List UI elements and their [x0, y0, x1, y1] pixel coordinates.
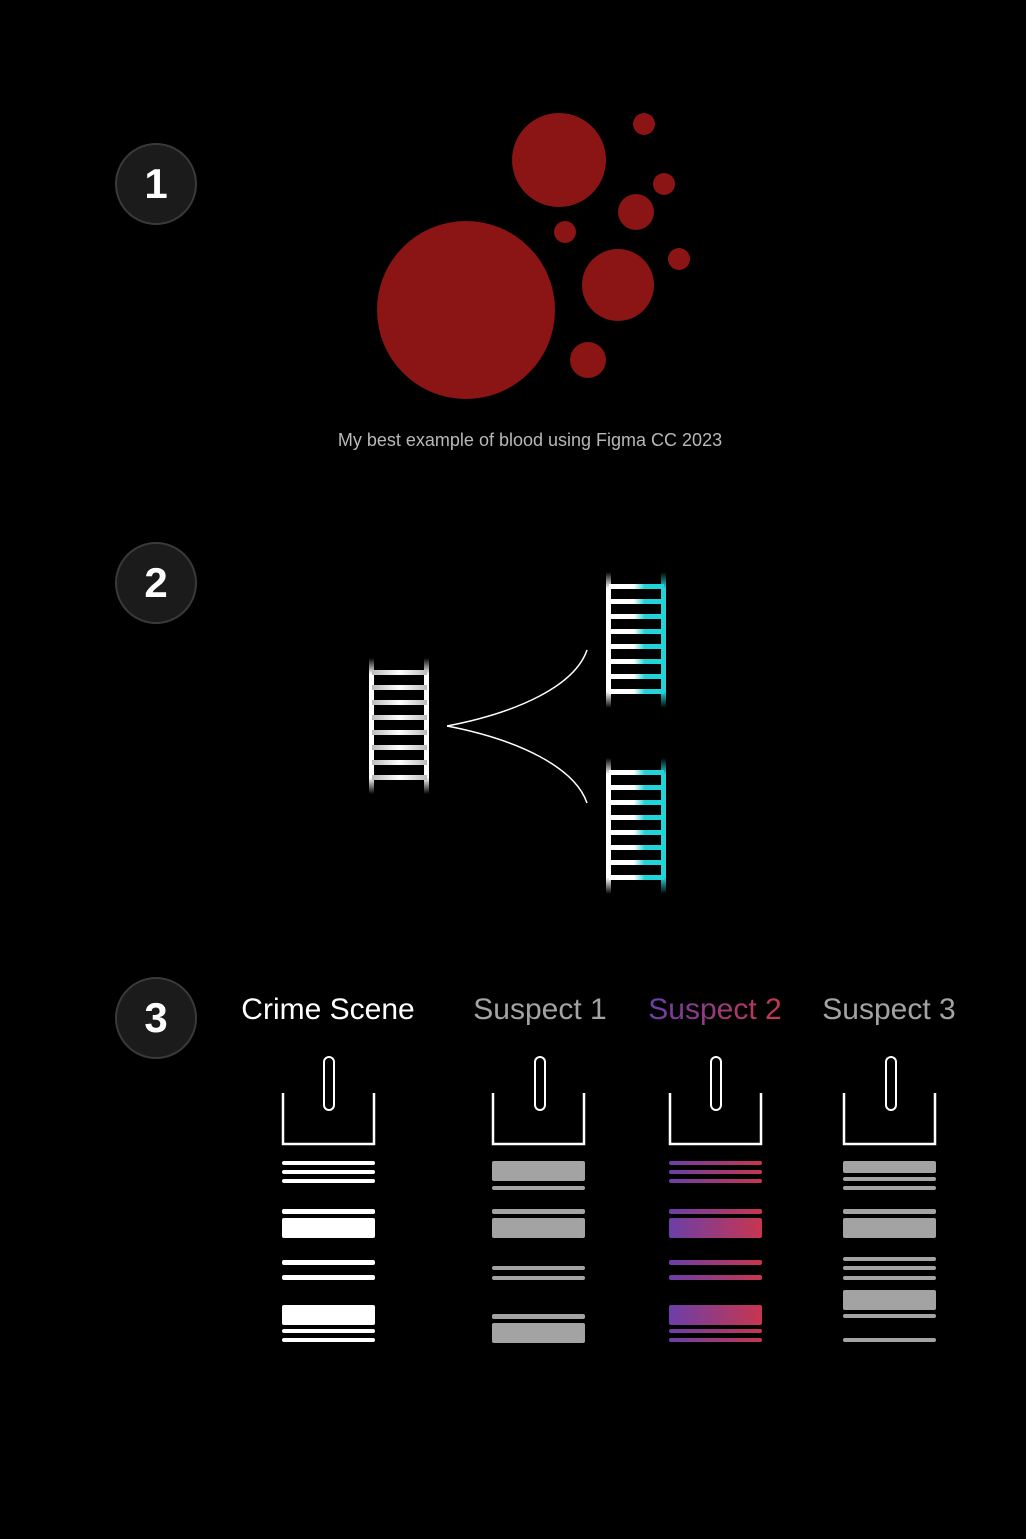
gel-bands	[282, 1161, 375, 1342]
blood-drop	[633, 113, 655, 135]
pipette-tip	[534, 1056, 546, 1111]
blood-drop	[582, 249, 654, 321]
blood-drop-medium	[512, 113, 606, 207]
lane-label-crime-scene: Crime Scene	[241, 993, 415, 1026]
gel-bands	[843, 1161, 936, 1342]
step-1-badge: 1	[115, 143, 197, 225]
lane-label-suspect-1: Suspect 1	[473, 993, 607, 1026]
gel-bands	[669, 1161, 762, 1342]
gel-well	[842, 1093, 937, 1146]
pipette-tip	[710, 1056, 722, 1111]
lane-label-suspect-2: Suspect 2	[648, 993, 782, 1026]
gel-well	[668, 1093, 763, 1146]
dna-copy-top	[606, 572, 666, 708]
step-3-badge: 3	[115, 977, 197, 1059]
gel-lane-suspect-2	[668, 1056, 763, 1342]
blood-drop	[570, 342, 606, 378]
replication-arrow-up	[446, 649, 588, 727]
step-3-number: 3	[144, 994, 168, 1041]
blood-drop-large	[377, 221, 555, 399]
blood-drop	[618, 194, 654, 230]
step-1-number: 1	[144, 160, 168, 207]
gel-well	[281, 1093, 376, 1146]
gel-lane-crime-scene	[281, 1056, 376, 1342]
blood-splatter	[377, 113, 690, 399]
pipette-tip	[885, 1056, 897, 1111]
step-2-number: 2	[144, 559, 168, 606]
gel-lane-suspect-3	[842, 1056, 937, 1342]
blood-caption: My best example of blood using Figma CC …	[337, 430, 723, 450]
blood-drop	[554, 221, 576, 243]
step-2-badge: 2	[115, 542, 197, 624]
pipette-tip	[323, 1056, 335, 1111]
blood-drop	[653, 173, 675, 195]
dna-original-strand	[369, 658, 429, 794]
gel-lane-suspect-1	[491, 1056, 586, 1343]
lane-label-suspect-3: Suspect 3	[822, 993, 956, 1026]
gel-bands	[492, 1161, 585, 1343]
gel-well	[491, 1093, 586, 1146]
dna-copy-bottom	[606, 758, 666, 894]
replication-arrow-down	[446, 725, 588, 804]
blood-drop	[668, 248, 690, 270]
